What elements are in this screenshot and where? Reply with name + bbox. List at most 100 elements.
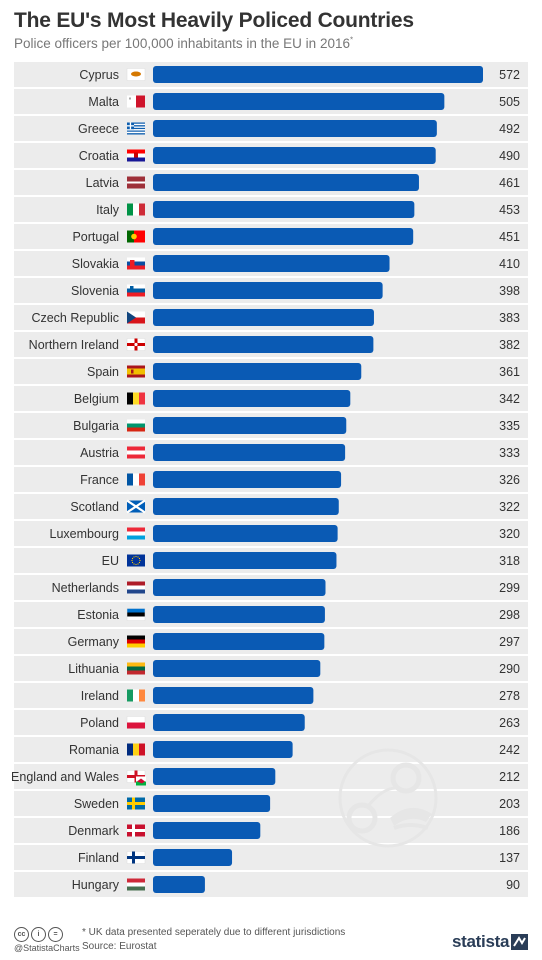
value-label: 298	[499, 608, 520, 622]
bar	[153, 309, 374, 326]
scotland-flag	[126, 499, 146, 514]
statista-logo-icon[interactable]	[511, 934, 528, 950]
portugal-flag	[127, 230, 145, 243]
spain-flag	[127, 365, 145, 378]
category-label: Estonia	[77, 608, 119, 622]
footnote: * UK data presented seperately due to di…	[82, 927, 346, 938]
value-label: 320	[499, 527, 520, 541]
value-label: 451	[499, 230, 520, 244]
austria-flag	[127, 446, 145, 459]
category-label: Spain	[87, 365, 119, 379]
england-and-wales-flag	[126, 770, 146, 786]
attribution-icon: i	[31, 927, 46, 942]
sweden-flag	[127, 797, 145, 810]
bar	[153, 579, 326, 596]
bar	[153, 525, 338, 542]
bar	[153, 417, 347, 434]
cc-icon: cc	[14, 927, 29, 942]
category-label: Ireland	[81, 689, 119, 703]
latvia-flag	[127, 176, 145, 189]
category-label: Portugal	[72, 230, 119, 244]
greece-flag	[127, 122, 145, 135]
bar	[153, 768, 276, 785]
bar	[153, 876, 205, 893]
value-label: 137	[499, 851, 520, 865]
subtitle-text: Police officers per 100,000 inhabitants …	[14, 36, 350, 51]
denmark-flag	[127, 824, 145, 837]
category-label: Croatia	[79, 149, 119, 163]
category-label: Czech Republic	[31, 311, 119, 325]
romania-flag	[127, 743, 145, 756]
value-label: 383	[499, 311, 520, 325]
bar	[153, 363, 362, 380]
value-label: 242	[499, 743, 520, 757]
category-label: France	[80, 473, 119, 487]
category-label: Finland	[78, 851, 119, 865]
category-label: Sweden	[74, 797, 119, 811]
subtitle-footnote-mark: *	[349, 35, 354, 45]
category-label: Belgium	[74, 392, 119, 406]
eu-flag	[127, 554, 145, 567]
value-label: 322	[499, 500, 520, 514]
category-label: Lithuania	[68, 662, 119, 676]
value-label: 453	[499, 203, 520, 217]
malta-flag	[127, 95, 145, 108]
value-label: 572	[499, 68, 520, 82]
bar	[153, 336, 374, 353]
category-label: Germany	[68, 635, 120, 649]
category-label: Slovenia	[71, 284, 119, 298]
value-label: 361	[499, 365, 520, 379]
bar	[153, 471, 342, 488]
bar	[153, 498, 339, 515]
category-label: England and Wales	[11, 770, 119, 784]
value-label: 278	[499, 689, 520, 703]
category-label: Scotland	[70, 500, 119, 514]
croatia-flag	[127, 149, 145, 162]
value-label: 186	[499, 824, 520, 838]
bar	[153, 390, 351, 407]
statista-logo[interactable]: statista	[452, 932, 510, 951]
bar	[153, 444, 346, 461]
value-label: 290	[499, 662, 520, 676]
category-label: Netherlands	[52, 581, 119, 595]
bar	[153, 228, 414, 245]
france-flag	[127, 473, 145, 486]
category-label: Malta	[88, 95, 119, 109]
germany-flag	[127, 635, 145, 648]
bar	[153, 741, 293, 758]
value-label: 505	[499, 95, 520, 109]
row-background	[14, 872, 528, 897]
footer: cc i = @StatistaCharts * UK data present…	[0, 924, 542, 960]
value-label: 492	[499, 122, 520, 136]
category-label: Northern Ireland	[29, 338, 119, 352]
bar	[153, 849, 233, 866]
category-label: Austria	[80, 446, 119, 460]
creative-commons-icons: cc i =	[14, 927, 63, 942]
category-label: Hungary	[72, 878, 120, 892]
category-label: Cyprus	[79, 68, 119, 82]
value-label: 90	[506, 878, 520, 892]
bulgaria-flag	[127, 419, 145, 432]
bar	[153, 147, 436, 164]
row-background	[14, 818, 528, 843]
value-label: 212	[499, 770, 520, 784]
value-label: 410	[499, 257, 520, 271]
row-background	[14, 791, 528, 816]
category-label: Latvia	[86, 176, 119, 190]
belgium-flag	[127, 392, 145, 405]
category-label: EU	[102, 554, 119, 568]
bar	[153, 201, 415, 218]
statista-handle[interactable]: @StatistaCharts	[14, 943, 80, 953]
bar	[153, 174, 419, 191]
value-label: 333	[499, 446, 520, 460]
bar	[153, 120, 437, 137]
value-label: 297	[499, 635, 520, 649]
source-label: Source: Eurostat	[82, 941, 157, 952]
category-label: Denmark	[68, 824, 119, 838]
northern-ireland-flag	[126, 338, 146, 351]
value-label: 382	[499, 338, 520, 352]
value-label: 342	[499, 392, 520, 406]
slovenia-flag	[127, 284, 145, 297]
bar	[153, 795, 271, 812]
czech-republic-flag	[127, 311, 145, 324]
